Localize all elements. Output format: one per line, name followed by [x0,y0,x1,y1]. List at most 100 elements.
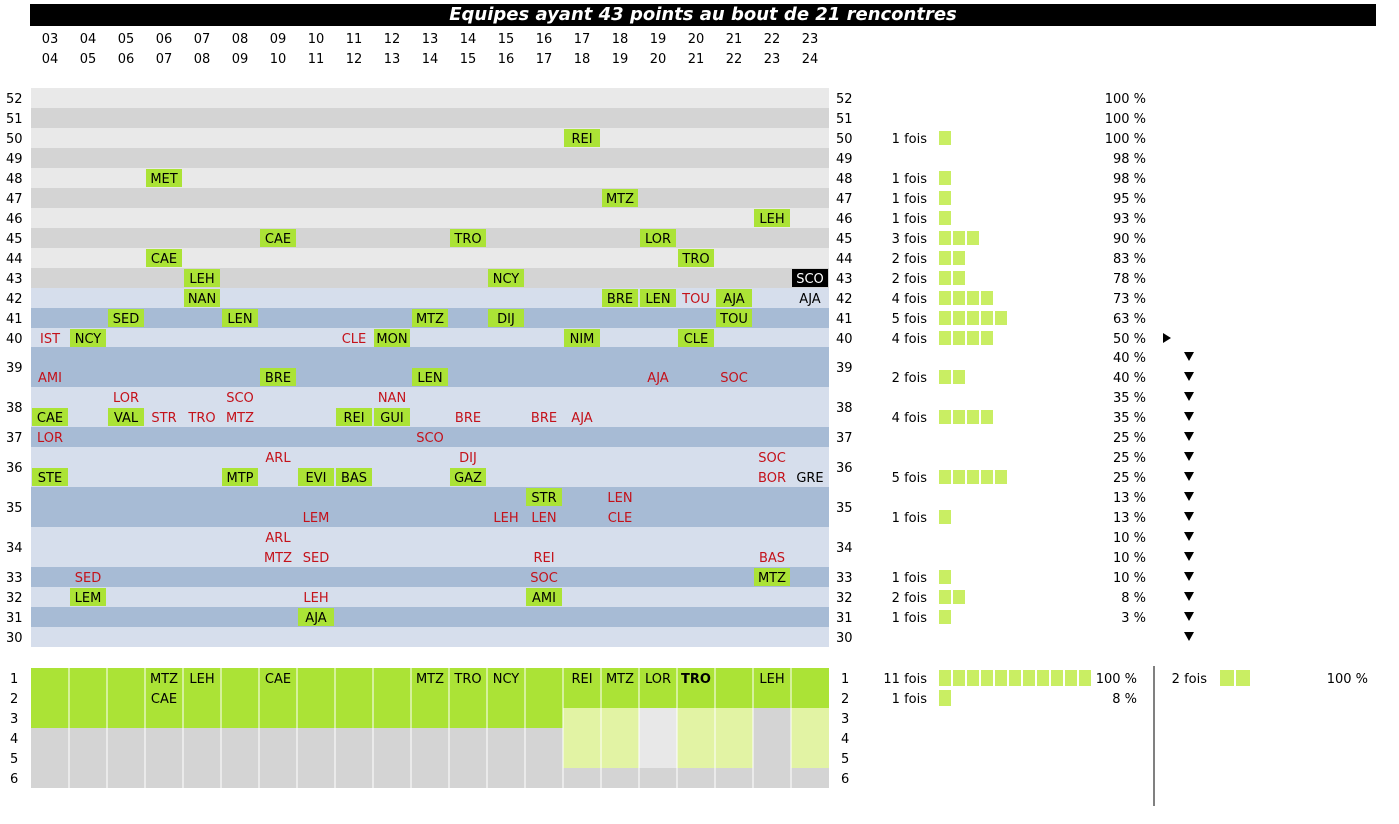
count-bar-square [953,231,965,245]
team-label: SOC [758,451,786,466]
rank-cell [753,668,791,688]
season-label-bottom: 08 [194,52,211,67]
points-label-right: 52 [836,92,853,107]
points-label-left: 31 [6,611,23,626]
team-label: STE [38,471,62,486]
count-label: 2 fois [892,272,928,287]
points-band [31,268,829,288]
team-label: ARL [265,451,291,466]
points-label-left: 36 [6,461,23,476]
points-band [31,487,829,527]
team-label: BRE [531,411,557,426]
rank-cell [715,668,753,688]
team-label: REI [533,551,554,566]
rank-team-label: LEH [189,672,214,687]
percent-label: 78 % [1113,272,1146,287]
rank-cell [145,728,183,748]
count-bar-square [939,131,951,145]
rank-cell [753,688,791,708]
team-cell [640,229,676,247]
points-label-left: 39 [6,361,23,376]
rank-cell [525,748,563,768]
points-label-left: 45 [6,232,23,247]
count-bar-square [939,370,951,384]
team-label: LOR [645,232,671,247]
rank-cell [107,748,145,768]
team-label: SCO [416,431,444,446]
points-label-left: 50 [6,132,23,147]
team-cell [412,309,448,327]
points-label-left: 37 [6,431,23,446]
season-label-top: 23 [802,32,819,47]
rank-cell [221,768,259,788]
count-label: 1 fois [892,571,928,586]
points-label-right: 45 [836,232,853,247]
points-label-left: 32 [6,591,23,606]
count-bar-square [995,470,1007,484]
team-cell [678,249,714,267]
rank-bar-square [939,670,951,686]
season-label-bottom: 05 [80,52,97,67]
count-bar-square [981,311,993,325]
count-bar-square [953,470,965,484]
rank-cell [69,728,107,748]
points-label-right: 42 [836,292,853,307]
rank-bar-square [939,690,951,706]
rank-cell [715,748,753,768]
count-bar-square [953,331,965,345]
rank-cell [373,668,411,688]
team-cell [526,488,562,506]
count-label: 4 fois [892,332,928,347]
season-label-bottom: 24 [802,52,819,67]
season-label-top: 13 [422,32,439,47]
rank-cell [69,748,107,768]
rank-cell [715,708,753,728]
count-label: 1 fois [892,511,928,526]
points-label-left: 41 [6,312,23,327]
arrow-down-icon [1184,512,1194,521]
rank-label-right: 2 [841,692,849,707]
team-cell [640,289,676,307]
team-label: LEN [645,292,670,307]
team-label: STR [151,411,176,426]
percent-label: 40 % [1113,351,1146,366]
rank-team-label: CAE [151,692,177,707]
rank-label-right: 5 [841,752,849,767]
team-cell [450,468,486,486]
team-cell [32,408,68,426]
team-label: CLE [342,332,367,347]
arrow-down-icon [1184,532,1194,541]
rank-cell [69,768,107,788]
points-band [31,248,829,268]
count-bar-square [939,231,951,245]
rank-team-label: MTZ [606,672,634,687]
rank-cell [145,748,183,768]
team-label: LEH [759,212,784,227]
rank-cell [601,688,639,708]
rank-bar-square [1079,670,1091,686]
rank-cell [183,688,221,708]
team-label: REI [571,132,592,147]
team-cell [70,588,106,606]
rank-cell [563,688,601,708]
rank-cell [791,768,829,788]
count-bar-square [939,510,951,524]
rank-cell [487,728,525,748]
count-bar-square [939,570,951,584]
chart-title: Equipes ayant 43 points au bout de 21 re… [30,4,1376,26]
team-cell [526,588,562,606]
points-label-right: 51 [836,112,853,127]
season-label-top: 20 [688,32,705,47]
rank-label-left: 5 [10,752,18,767]
rank-cell [411,668,449,688]
points-label-left: 42 [6,292,23,307]
points-band [31,587,829,607]
team-cell [412,368,448,386]
season-label-top: 05 [118,32,135,47]
season-label-top: 03 [42,32,59,47]
rank-cell [31,688,69,708]
team-label: LOR [113,391,139,406]
team-cell [222,468,258,486]
points-label-right: 31 [836,611,853,626]
rank-team-label: NCY [493,672,520,687]
